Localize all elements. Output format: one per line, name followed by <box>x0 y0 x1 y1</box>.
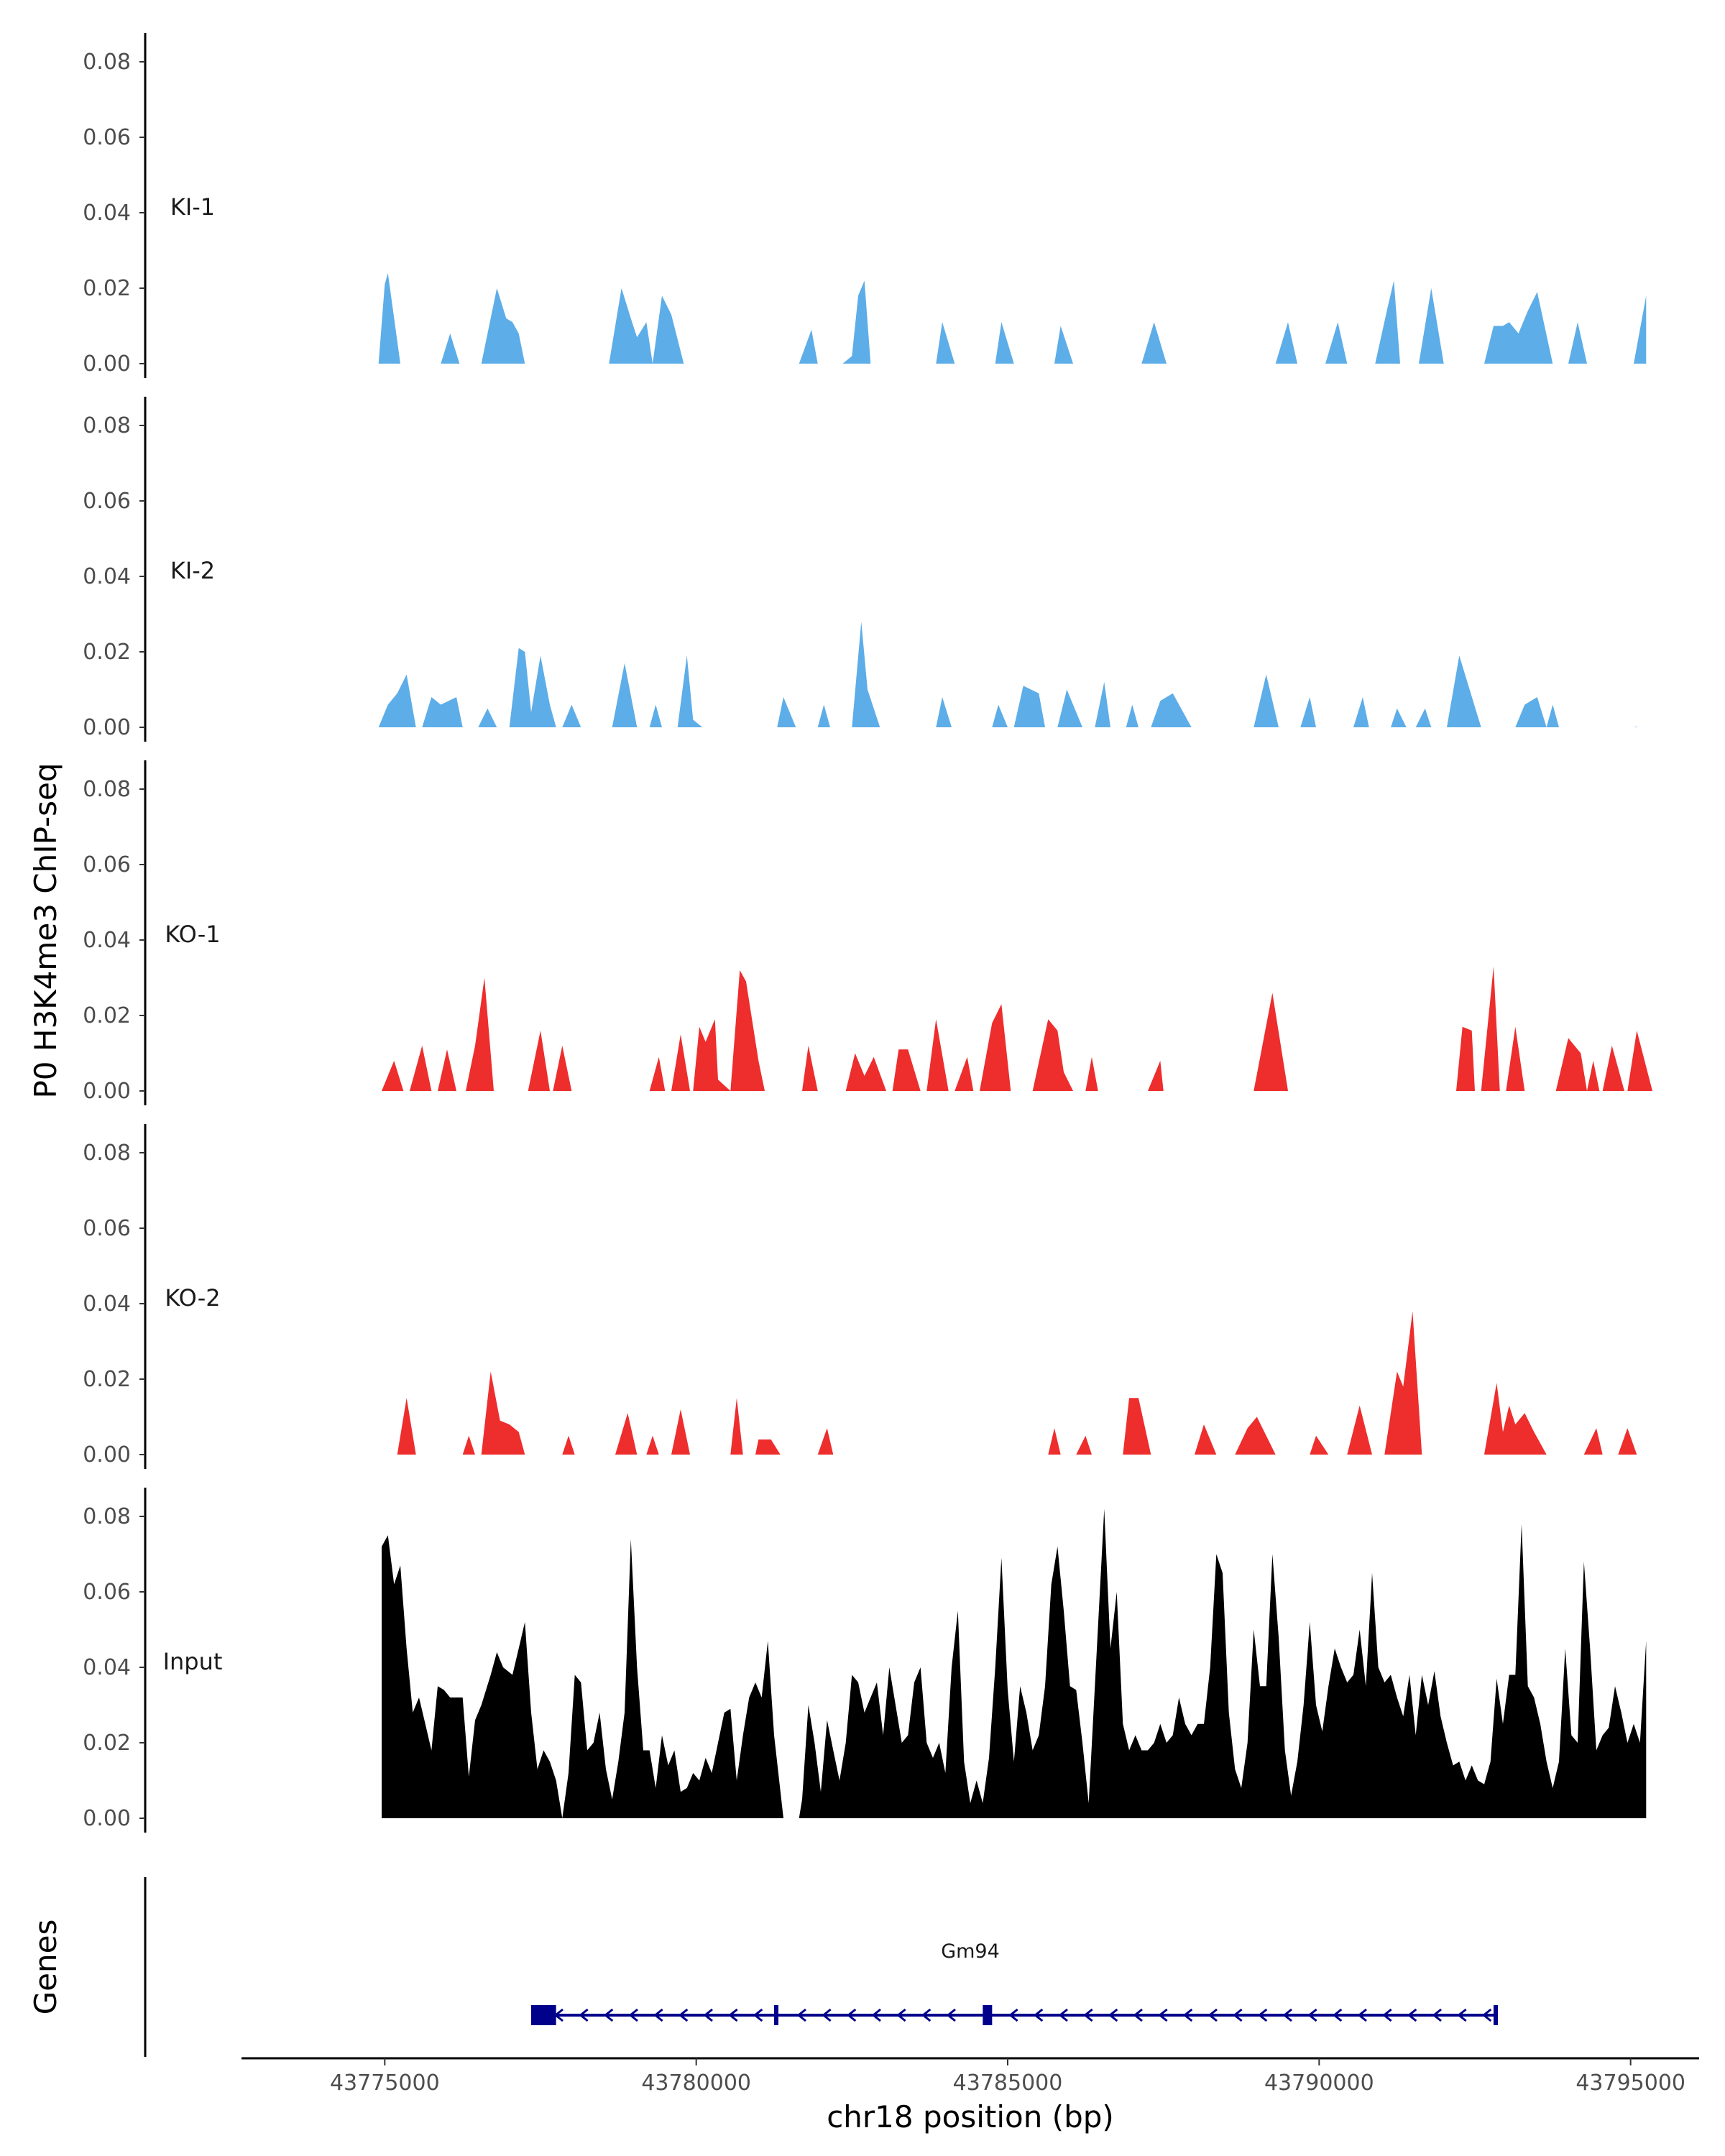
y-tick-label: 0.02 <box>83 276 131 301</box>
y-tick-label: 0.02 <box>83 1367 131 1392</box>
x-axis-title: chr18 position (bp) <box>827 2099 1114 2134</box>
y-tick-label: 0.08 <box>83 1504 131 1529</box>
y-tick-label: 0.04 <box>83 201 131 226</box>
gene-strand-arrow <box>946 2008 956 2022</box>
gene-exon <box>774 2005 778 2025</box>
y-tick-label: 0.08 <box>83 1141 131 1166</box>
y-tick-label: 0.06 <box>83 852 131 877</box>
gene-exon <box>531 2005 556 2025</box>
genes-title: Genes <box>28 1920 63 2015</box>
track-input: 0.00 0.02 0.04 0.06 0.08 Input <box>83 1488 1647 1833</box>
y-tick-label: 0.04 <box>83 564 131 589</box>
track-area <box>382 1508 1647 1818</box>
track-label: KO-1 <box>165 921 220 948</box>
y-tick-label: 0.00 <box>83 1806 131 1831</box>
genes-panel: Genes Gm94 <box>28 1877 1498 2057</box>
y-tick-label: 0.08 <box>83 777 131 802</box>
track-ko-2: 0.00 0.02 0.04 0.06 0.08 KO-2 <box>83 1124 1637 1469</box>
track-area <box>378 273 1647 364</box>
tracks-layer: 0.00 0.02 0.04 0.06 0.08 KI-1 0.00 0.02 0.04 0.06… <box>83 33 1652 1833</box>
y-tick-label: 0.00 <box>83 715 131 740</box>
gene-strand-arrow <box>678 2008 689 2022</box>
gene-strand-arrow <box>846 2008 857 2022</box>
gene-strand-arrow <box>1407 2008 1417 2022</box>
y-tick-label: 0.04 <box>83 928 131 953</box>
gene-strand-arrow <box>1133 2008 1143 2022</box>
gene-strand-arrow <box>1257 2008 1268 2022</box>
track-ki-2: 0.00 0.02 0.04 0.06 0.08 KI-2 <box>83 397 1637 742</box>
track-ki-1: 0.00 0.02 0.04 0.06 0.08 KI-1 <box>83 33 1647 378</box>
gene-strand-arrow <box>628 2008 638 2022</box>
gene-strand-arrow <box>753 2008 763 2022</box>
gene-strand-arrow <box>1332 2008 1343 2022</box>
gene-strand-arrow <box>896 2008 906 2022</box>
y-tick-label: 0.02 <box>83 1003 131 1028</box>
gene-exon <box>1494 2005 1498 2025</box>
gene-strand-arrow <box>1233 2008 1243 2022</box>
gene-strand-arrow <box>1033 2008 1044 2022</box>
gene-strand-arrow <box>1432 2008 1442 2022</box>
gene-label: Gm94 <box>941 1940 1000 1963</box>
gene-strand-arrow <box>1481 2008 1492 2022</box>
x-tick-label: 43795000 <box>1576 2070 1685 2096</box>
gene-strand-arrow <box>1058 2008 1068 2022</box>
y-axis-title: P0 H3K4me3 ChIP-seq <box>28 763 63 1098</box>
y-tick-label: 0.04 <box>83 1655 131 1680</box>
track-ko-1: 0.00 0.02 0.04 0.06 0.08 KO-1 <box>83 760 1652 1105</box>
y-tick-label: 0.06 <box>83 489 131 514</box>
gene-strand-arrow <box>822 2008 832 2022</box>
gene-strand-arrow <box>1357 2008 1367 2022</box>
y-tick-label: 0.00 <box>83 351 131 377</box>
gene-strand-arrow <box>579 2008 589 2022</box>
x-tick-label: 43790000 <box>1264 2070 1374 2096</box>
gene-strand-arrow <box>1457 2008 1467 2022</box>
track-label: KI-1 <box>170 193 215 221</box>
gene-strand-arrow <box>1108 2008 1118 2022</box>
gene-strand-arrow <box>653 2008 663 2022</box>
y-tick-label: 0.02 <box>83 1731 131 1756</box>
gene-model <box>531 2005 1498 2025</box>
y-tick-label: 0.00 <box>83 1079 131 1104</box>
gene-strand-arrow <box>603 2008 614 2022</box>
x-tick-label: 43780000 <box>641 2070 751 2096</box>
x-axis: 43775000 43780000 43785000 43790000 43795000 <box>242 2057 1699 2096</box>
y-tick-label: 0.06 <box>83 1216 131 1241</box>
track-label: KI-2 <box>170 557 215 584</box>
gene-strand-arrow <box>1282 2008 1292 2022</box>
gene-strand-arrow <box>1382 2008 1392 2022</box>
y-tick-label: 0.08 <box>83 50 131 75</box>
gene-exon <box>983 2005 993 2025</box>
x-tick-label: 43785000 <box>953 2070 1063 2096</box>
gene-strand-arrow <box>1208 2008 1218 2022</box>
track-label: KO-2 <box>165 1284 220 1312</box>
gene-strand-arrow <box>1307 2008 1317 2022</box>
y-tick-label: 0.08 <box>83 413 131 438</box>
x-tick-label: 43775000 <box>330 2070 440 2096</box>
gene-strand-arrow <box>703 2008 713 2022</box>
gene-strand-arrow <box>1182 2008 1193 2022</box>
gene-strand-arrow <box>921 2008 932 2022</box>
track-area <box>397 1311 1637 1455</box>
y-tick-label: 0.04 <box>83 1291 131 1317</box>
y-tick-label: 0.00 <box>83 1442 131 1468</box>
gene-strand-arrow <box>728 2008 738 2022</box>
gene-strand-arrow <box>871 2008 881 2022</box>
y-tick-label: 0.06 <box>83 125 131 150</box>
track-label: Input <box>163 1648 223 1675</box>
gene-strand-arrow <box>1083 2008 1093 2022</box>
gene-strand-arrow <box>796 2008 806 2022</box>
y-tick-label: 0.06 <box>83 1580 131 1605</box>
gene-strand-arrow <box>1008 2008 1018 2022</box>
gene-strand-arrow <box>1158 2008 1168 2022</box>
track-area <box>382 966 1652 1091</box>
y-tick-label: 0.02 <box>83 640 131 665</box>
